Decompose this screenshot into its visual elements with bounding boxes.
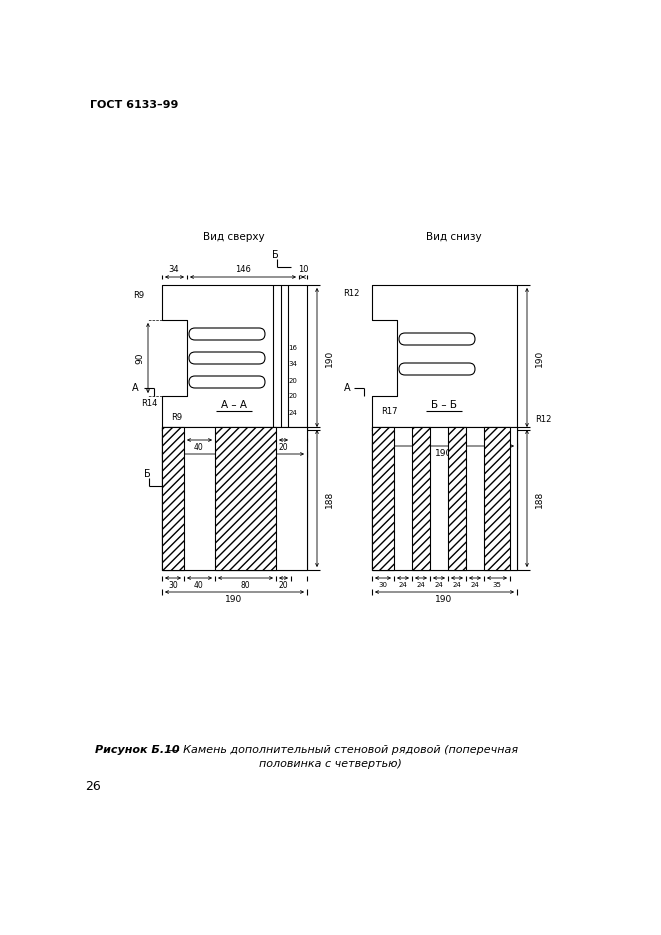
Text: 30: 30 (168, 581, 178, 589)
Text: 190: 190 (436, 450, 453, 458)
Bar (162, 427, 307, 570)
Text: R9: R9 (171, 412, 182, 422)
Text: 80: 80 (240, 442, 250, 452)
Text: Вид снизу: Вид снизу (426, 232, 482, 242)
Text: 190: 190 (225, 596, 243, 605)
Bar (215, 427, 276, 570)
Bar (448, 427, 466, 570)
Text: 40: 40 (194, 581, 204, 589)
Text: 10: 10 (297, 266, 308, 275)
Text: 190: 190 (535, 350, 543, 367)
Bar (372, 427, 394, 570)
Text: 24: 24 (453, 582, 461, 588)
Text: 190: 190 (225, 457, 243, 467)
Text: 188: 188 (535, 490, 543, 508)
Text: Вид сверху: Вид сверху (203, 232, 265, 242)
Text: 16: 16 (288, 345, 297, 351)
Text: Б – Б: Б – Б (431, 400, 457, 410)
Text: Б: Б (143, 469, 150, 479)
Text: 24: 24 (471, 582, 479, 588)
Text: 24: 24 (399, 582, 407, 588)
Text: 190: 190 (325, 350, 334, 367)
Text: 24: 24 (435, 582, 444, 588)
Text: 190: 190 (436, 596, 453, 605)
FancyBboxPatch shape (189, 352, 265, 364)
Bar (372, 427, 517, 570)
Text: 30: 30 (168, 442, 178, 452)
Text: 20: 20 (289, 393, 297, 399)
Bar (484, 427, 510, 570)
Text: R14: R14 (141, 399, 157, 409)
Text: 20: 20 (278, 442, 288, 452)
Text: 34: 34 (169, 266, 179, 275)
Text: 20: 20 (289, 378, 297, 384)
Text: А – А: А – А (221, 400, 247, 410)
Text: 26: 26 (85, 781, 100, 794)
Text: R9: R9 (133, 292, 144, 300)
Text: 80: 80 (240, 581, 250, 589)
Text: 30: 30 (379, 582, 387, 588)
Text: 40: 40 (194, 442, 204, 452)
FancyBboxPatch shape (189, 376, 265, 388)
Text: Б: Б (272, 250, 278, 260)
Text: 20: 20 (278, 581, 288, 589)
Text: ГОСТ 6133–99: ГОСТ 6133–99 (90, 100, 178, 110)
Text: 24: 24 (416, 582, 426, 588)
Text: 146: 146 (235, 266, 251, 275)
Bar (412, 427, 430, 570)
Text: R17: R17 (381, 407, 397, 415)
Text: 188: 188 (325, 490, 334, 508)
Bar (162, 427, 307, 570)
Text: A: A (132, 383, 139, 393)
Text: половинка с четвертью): половинка с четвертью) (258, 759, 401, 769)
Bar (372, 427, 517, 570)
Text: R12: R12 (535, 414, 551, 424)
Text: 34: 34 (289, 361, 297, 367)
FancyBboxPatch shape (399, 363, 475, 375)
Text: Рисунок Б.10: Рисунок Б.10 (95, 745, 180, 755)
Text: — Камень дополнительный стеновой рядовой (поперечная: — Камень дополнительный стеновой рядовой… (165, 745, 518, 755)
Text: 24: 24 (289, 410, 297, 416)
Text: A: A (344, 383, 351, 393)
Text: 35: 35 (492, 582, 502, 588)
Bar (162, 427, 184, 570)
Polygon shape (162, 285, 307, 430)
FancyBboxPatch shape (189, 328, 265, 340)
Text: R12: R12 (344, 290, 360, 298)
FancyBboxPatch shape (399, 333, 475, 345)
Polygon shape (372, 285, 517, 430)
Text: 90: 90 (136, 352, 145, 364)
